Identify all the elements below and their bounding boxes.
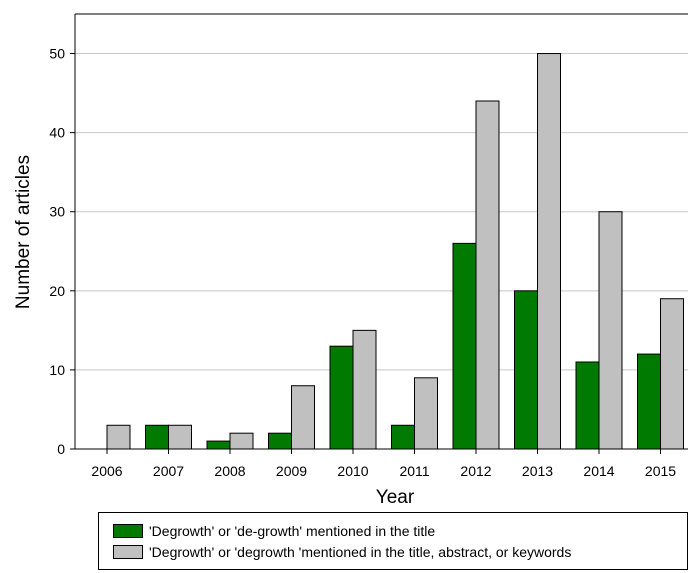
gridlines [75,53,688,371]
legend-label: 'Degrowth' or 'de-growth' mentioned in t… [149,523,436,539]
legend-label: 'Degrowth' or 'degrowth 'mentioned in th… [149,544,572,560]
bar-title [452,242,477,450]
legend-item-title: 'Degrowth' or 'de-growth' mentioned in t… [113,521,435,541]
bar-abstract [168,424,192,450]
bar-title [329,345,354,450]
bar-abstract [229,432,254,450]
legend: 'Degrowth' or 'de-growth' mentioned in t… [98,512,688,570]
bar-title [145,424,169,450]
x-tick-label: 2012 [460,463,491,479]
bar-title [637,353,661,450]
bar-title [391,424,415,450]
x-tick-label: 2015 [645,463,676,479]
bar-abstract [352,329,377,450]
bar-chart: 0 10 20 30 40 50 2006 2007 2008 2009 2010 2011 2012… [13,13,688,508]
y-tick-label: 30 [49,204,65,220]
y-tick-label: 0 [57,441,65,457]
x-axis-label: Year [376,487,415,508]
bar-abstract [106,424,131,450]
x-tick-label: 2009 [276,463,307,479]
x-tick-label: 2007 [153,463,184,479]
bar-abstract [660,298,684,450]
bars [106,53,684,450]
x-tick-label: 2006 [91,463,122,479]
bar-abstract [537,53,561,450]
y-tick-label: 50 [49,46,65,62]
y-tick-label: 10 [49,362,65,378]
x-tick-label: 2014 [583,463,614,479]
x-tick-label: 2013 [522,463,553,479]
legend-swatch-green [113,524,143,538]
y-tick-label: 20 [49,283,65,299]
bar-title [514,290,538,450]
y-tick-labels: 0 10 20 30 40 50 [49,46,75,457]
bar-title [268,432,292,450]
y-axis-label: Number of articles [13,155,34,309]
x-tick-label: 2010 [337,463,368,479]
bar-abstract [414,377,438,450]
legend-swatch-grey [113,545,143,559]
legend-item-abstract: 'Degrowth' or 'degrowth 'mentioned in th… [113,542,571,562]
bar-abstract [475,100,500,450]
x-tick-labels: 2006 2007 2008 2009 2010 2011 2012 2013 2014 2015 [91,449,676,479]
x-tick-label: 2008 [214,463,245,479]
bar-abstract [291,385,315,450]
x-tick-label: 2011 [399,463,429,479]
bar-title [575,361,600,450]
bar-abstract [598,211,623,450]
y-tick-label: 40 [49,125,65,141]
bar-title [206,440,231,450]
